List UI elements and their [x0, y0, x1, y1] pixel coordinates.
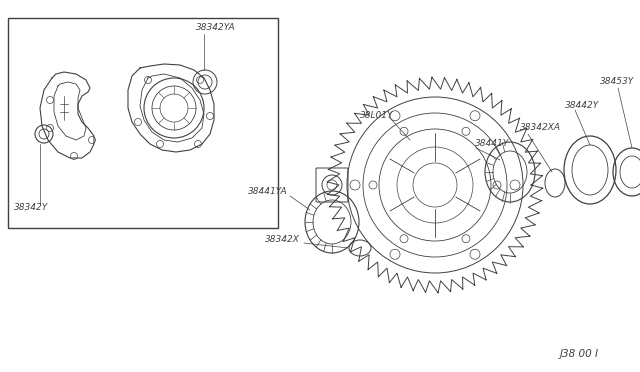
Text: 38442Y: 38442Y — [565, 100, 599, 109]
Text: 38342XA: 38342XA — [520, 124, 561, 132]
Text: 38441Y: 38441Y — [475, 138, 509, 148]
Text: 38342YA: 38342YA — [196, 23, 236, 32]
Text: 38342Y: 38342Y — [14, 203, 48, 212]
Text: 38L01Y: 38L01Y — [360, 110, 394, 119]
Bar — [8, 18, 278, 228]
Text: J38 00 I: J38 00 I — [560, 349, 599, 359]
Text: 38453Y: 38453Y — [600, 77, 634, 87]
Text: 38441YA: 38441YA — [248, 187, 288, 196]
Text: 38342X: 38342X — [265, 235, 300, 244]
